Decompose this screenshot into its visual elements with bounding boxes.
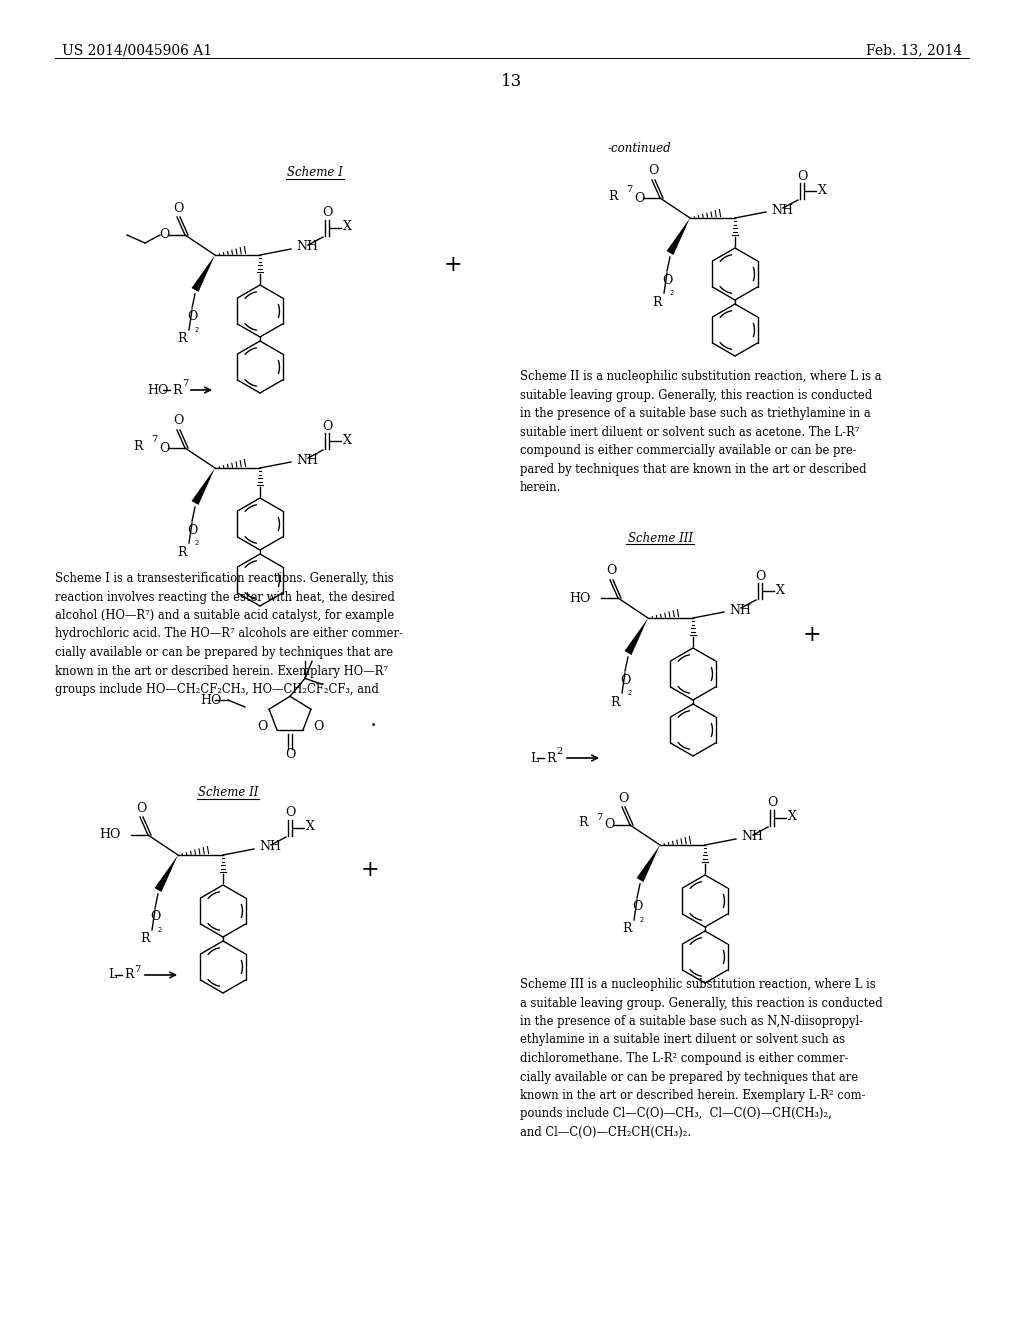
- Text: 13: 13: [502, 74, 522, 91]
- Text: O: O: [648, 165, 658, 177]
- Polygon shape: [625, 618, 648, 655]
- Text: R: R: [610, 696, 620, 709]
- Text: Scheme I is a transesterification reactions. Generally, this
reaction involves r: Scheme I is a transesterification reacti…: [55, 572, 402, 696]
- Text: O: O: [604, 818, 614, 832]
- Text: O: O: [257, 721, 267, 734]
- Text: Scheme I: Scheme I: [287, 166, 343, 180]
- Text: O: O: [173, 202, 183, 214]
- Text: R: R: [623, 923, 632, 936]
- Text: O: O: [173, 414, 183, 428]
- Text: $^2$: $^2$: [194, 329, 200, 338]
- Text: $^2$: $^2$: [669, 292, 675, 301]
- Text: O: O: [285, 807, 295, 820]
- Text: 2: 2: [556, 747, 562, 756]
- Text: .: .: [370, 709, 377, 731]
- Text: O: O: [150, 911, 160, 924]
- Text: 7: 7: [626, 186, 632, 194]
- Text: O: O: [606, 565, 616, 578]
- Polygon shape: [191, 255, 215, 292]
- Text: NH: NH: [729, 603, 751, 616]
- Text: O: O: [322, 206, 332, 219]
- Text: O: O: [634, 191, 644, 205]
- Text: R: R: [652, 296, 662, 309]
- Text: Scheme III is a nucleophilic substitution reaction, where L is
a suitable leavin: Scheme III is a nucleophilic substitutio…: [520, 978, 883, 1139]
- Polygon shape: [155, 855, 178, 892]
- Text: HO: HO: [147, 384, 168, 396]
- Text: 7: 7: [596, 813, 602, 821]
- Text: NH: NH: [296, 454, 318, 466]
- Text: O: O: [322, 420, 332, 433]
- Text: R: R: [177, 333, 187, 346]
- Text: 7: 7: [134, 965, 140, 974]
- Text: R: R: [177, 545, 187, 558]
- Text: R: R: [172, 384, 181, 396]
- Text: O: O: [136, 801, 146, 814]
- Text: O: O: [285, 748, 295, 762]
- Text: X: X: [343, 220, 352, 234]
- Text: O: O: [186, 310, 198, 323]
- Text: O: O: [755, 569, 765, 582]
- Text: R: R: [133, 440, 143, 453]
- Text: O: O: [662, 273, 672, 286]
- Text: X: X: [306, 821, 314, 833]
- Polygon shape: [637, 845, 660, 882]
- Text: $^2$: $^2$: [627, 692, 633, 701]
- Text: O: O: [797, 169, 807, 182]
- Text: Feb. 13, 2014: Feb. 13, 2014: [865, 44, 962, 57]
- Text: HO: HO: [99, 829, 121, 842]
- Text: +: +: [443, 253, 462, 276]
- Text: X: X: [818, 183, 826, 197]
- Text: -continued: -continued: [608, 141, 672, 154]
- Text: +: +: [803, 624, 821, 645]
- Polygon shape: [667, 218, 690, 255]
- Text: L: L: [108, 969, 117, 982]
- Text: Scheme II: Scheme II: [198, 787, 258, 800]
- Text: NH: NH: [259, 841, 281, 854]
- Polygon shape: [191, 469, 215, 506]
- Text: HO: HO: [569, 591, 591, 605]
- Text: US 2014/0045906 A1: US 2014/0045906 A1: [62, 44, 212, 57]
- Text: $^2$: $^2$: [639, 919, 645, 928]
- Text: O: O: [632, 900, 642, 913]
- Text: R: R: [579, 817, 588, 829]
- Text: X: X: [776, 583, 784, 597]
- Text: HO: HO: [200, 693, 221, 706]
- Text: R: R: [608, 190, 618, 202]
- Text: X: X: [343, 433, 352, 446]
- Text: $^2$: $^2$: [157, 928, 163, 937]
- Text: NH: NH: [771, 203, 793, 216]
- Text: Scheme II is a nucleophilic substitution reaction, where L is a
suitable leaving: Scheme II is a nucleophilic substitution…: [520, 370, 882, 494]
- Text: R: R: [124, 969, 133, 982]
- Text: O: O: [186, 524, 198, 536]
- Text: R: R: [546, 751, 555, 764]
- Text: O: O: [617, 792, 628, 804]
- Text: O: O: [767, 796, 777, 809]
- Text: X: X: [788, 810, 797, 824]
- Text: NH: NH: [296, 240, 318, 253]
- Text: Scheme III: Scheme III: [628, 532, 692, 544]
- Text: O: O: [312, 721, 324, 734]
- Text: $^2$: $^2$: [194, 541, 200, 550]
- Text: 7: 7: [182, 380, 188, 388]
- Text: +: +: [360, 859, 379, 880]
- Text: R: R: [140, 932, 150, 945]
- Text: O: O: [159, 228, 169, 242]
- Text: 7: 7: [151, 436, 158, 445]
- Text: NH: NH: [741, 830, 763, 843]
- Text: L: L: [530, 751, 539, 764]
- Text: O: O: [620, 673, 630, 686]
- Text: O: O: [159, 441, 169, 454]
